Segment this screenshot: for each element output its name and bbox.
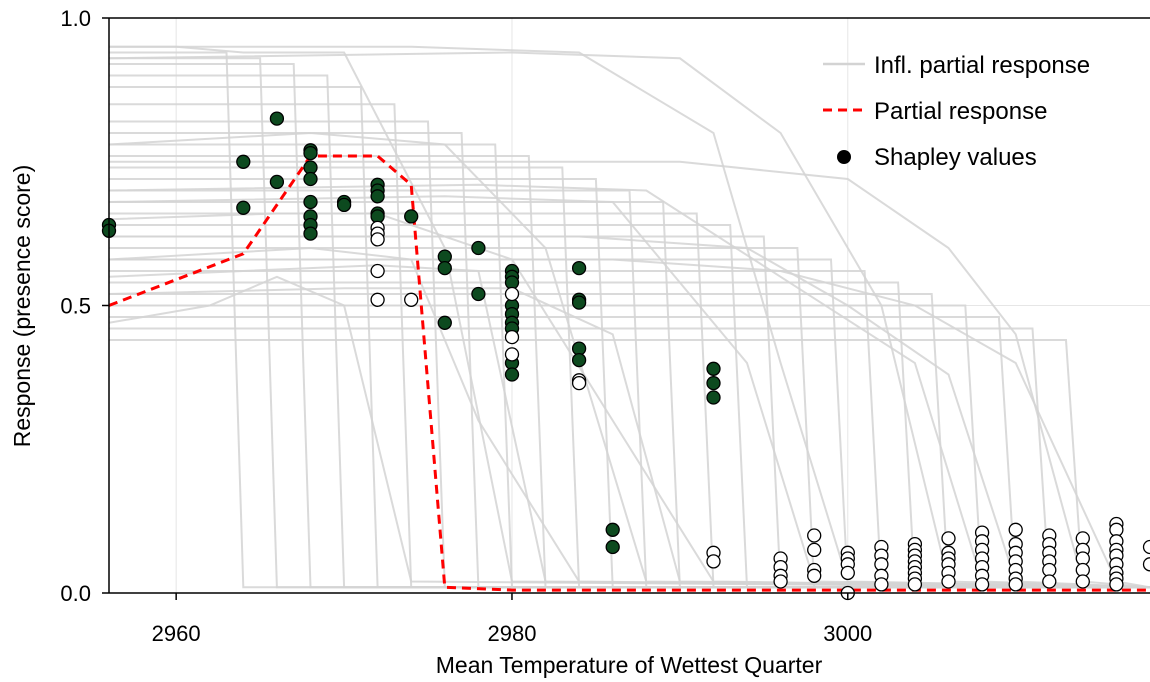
legend-label-partial: Partial response — [874, 98, 1047, 125]
shapley-point — [370, 263, 385, 279]
shapley-point — [404, 292, 419, 307]
shapley-point — [773, 574, 788, 589]
shapley-point — [605, 539, 620, 555]
shapley-point — [840, 565, 855, 581]
shapley-point — [303, 145, 318, 161]
shapley-point — [471, 240, 486, 256]
shapley-point — [807, 568, 822, 583]
shapley-point — [571, 352, 587, 368]
shapley-point — [303, 194, 318, 210]
shapley-point — [336, 197, 352, 213]
shapley-point — [907, 577, 923, 592]
shapley-point — [1008, 577, 1023, 592]
shapley-point — [437, 315, 452, 330]
shapley-point — [974, 577, 990, 592]
x-tick-label: 2980 — [487, 621, 536, 646]
tick-labels-group: 2960 2980 3000 0.0 0.5 1.0 — [60, 6, 872, 646]
shapley-point — [504, 367, 520, 382]
shapley-point — [303, 171, 318, 187]
shapley-point — [874, 577, 889, 592]
shapley-point — [605, 522, 620, 537]
legend: Infl. partial response Partial response … — [823, 52, 1090, 171]
x-tick-label: 2960 — [152, 621, 201, 646]
shapley-point — [1109, 577, 1124, 592]
influence-line — [109, 287, 1150, 589]
shapley-point — [706, 375, 721, 391]
partial-response-line — [109, 154, 1150, 592]
legend-swatch-shapley — [837, 150, 851, 164]
shapley-point — [504, 329, 520, 345]
shapley-point — [437, 260, 452, 276]
shapley-point — [807, 542, 822, 558]
shapley-point — [1075, 574, 1090, 589]
shapley-point — [504, 347, 520, 362]
shapley-point — [303, 226, 318, 241]
legend-label-shapley: Shapley values — [874, 144, 1037, 171]
legend-label-influence: Infl. partial response — [874, 52, 1090, 79]
shapley-point — [370, 292, 385, 307]
shapley-point — [1142, 539, 1150, 555]
y-tick-label: 1.0 — [60, 6, 91, 31]
shapley-point — [471, 286, 486, 302]
shapley-point — [1008, 522, 1023, 537]
shapley-point — [370, 189, 385, 204]
influence-line — [109, 275, 1150, 589]
shapley-point — [1142, 557, 1150, 572]
shapley-point — [571, 295, 587, 310]
shapley-point — [236, 154, 251, 169]
x-tick-label: 3000 — [823, 621, 872, 646]
shapley-point — [706, 390, 721, 405]
shapley-points-group — [101, 111, 1150, 601]
shapley-point — [404, 209, 419, 224]
shapley-point — [941, 531, 956, 546]
shapley-point — [269, 174, 285, 190]
shapley-point — [941, 574, 956, 589]
y-axis-title: Response (presence score) — [9, 165, 35, 448]
shapley-point — [370, 232, 385, 247]
y-tick-label: 0.5 — [60, 294, 91, 319]
shapley-point — [571, 375, 587, 391]
x-axis-title: Mean Temperature of Wettest Quarter — [436, 652, 823, 678]
shapley-point — [571, 260, 587, 276]
shapley-point — [269, 111, 285, 126]
shapley-point — [236, 200, 251, 215]
shapley-point — [504, 286, 520, 302]
y-tick-label: 0.0 — [60, 581, 91, 606]
shapley-point — [706, 361, 721, 376]
shapley-point — [807, 528, 822, 543]
shapley-point — [1042, 574, 1057, 589]
axes-group — [102, 17, 1150, 600]
shapley-point — [706, 554, 721, 569]
partial-response-group — [109, 154, 1150, 592]
influence-line — [109, 195, 1150, 589]
